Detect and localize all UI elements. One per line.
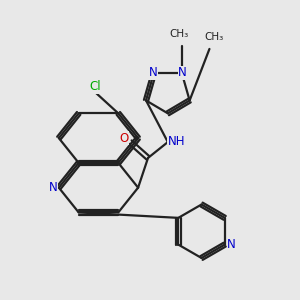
Text: Cl: Cl: [90, 80, 101, 93]
Text: N: N: [148, 66, 157, 79]
Text: N: N: [49, 181, 57, 194]
Text: N: N: [227, 238, 236, 251]
Text: CH₃: CH₃: [169, 29, 188, 39]
Text: NH: NH: [168, 135, 185, 148]
Text: N: N: [178, 66, 187, 79]
Text: CH₃: CH₃: [205, 32, 224, 42]
Text: O: O: [120, 132, 129, 145]
